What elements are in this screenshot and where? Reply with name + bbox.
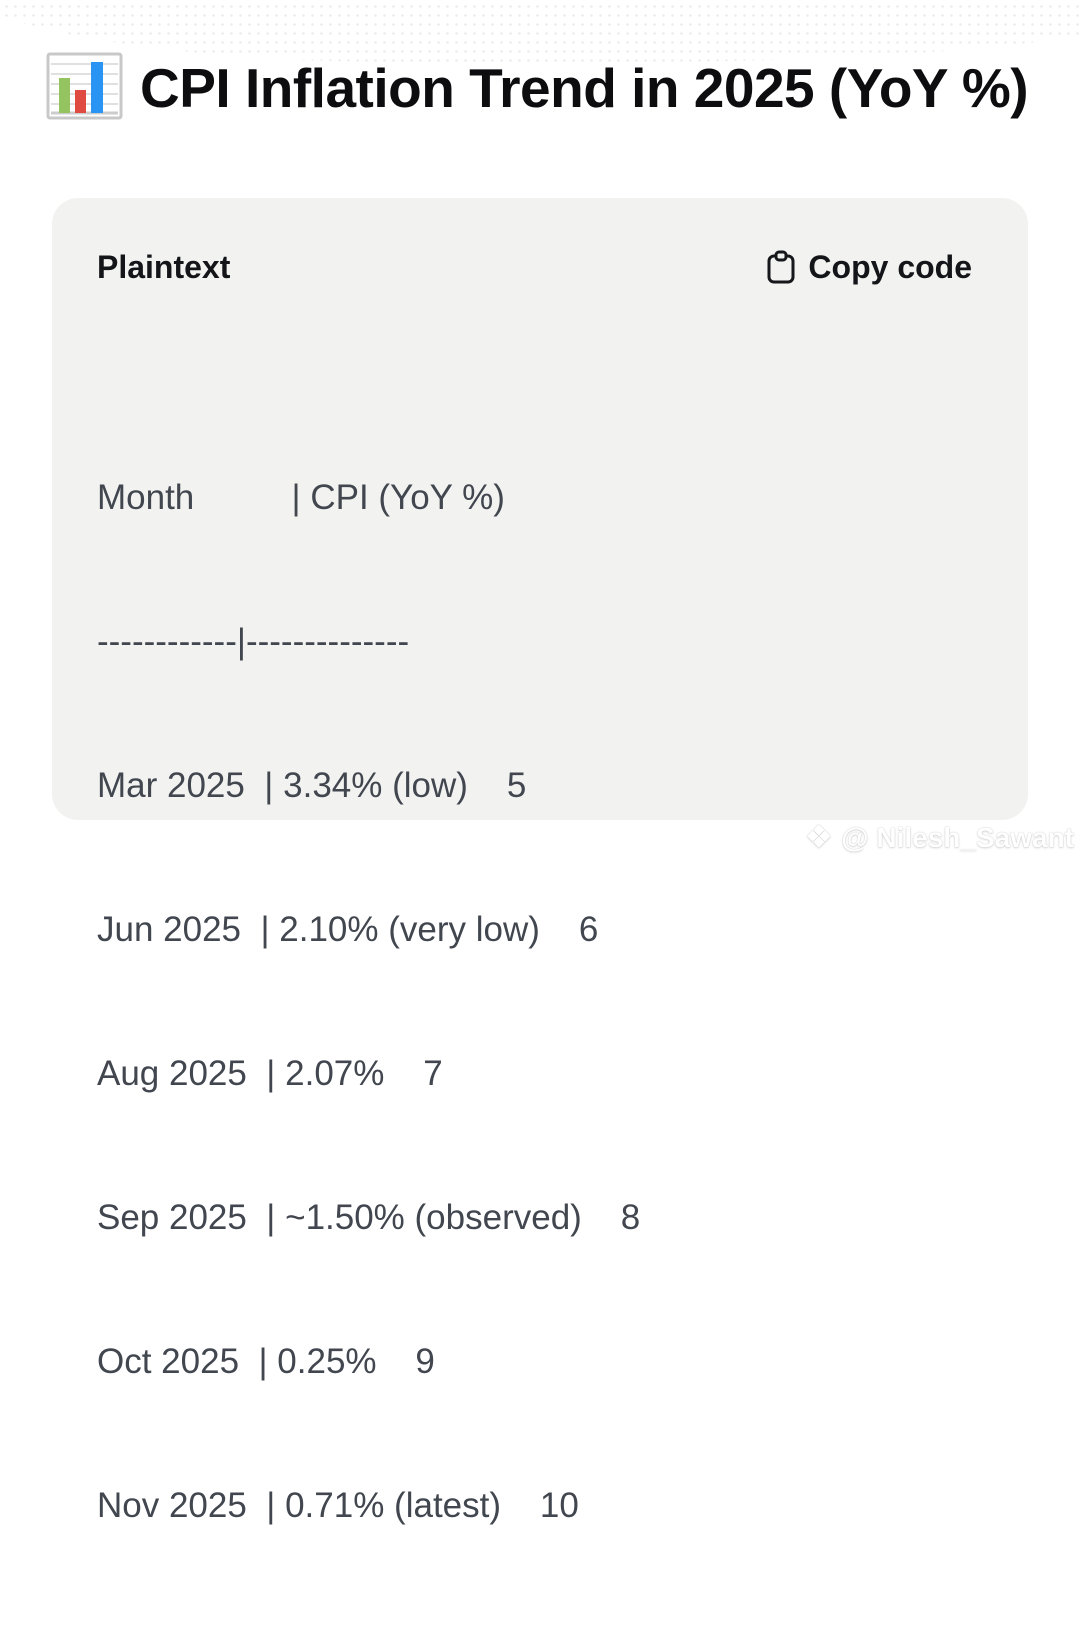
watermark-text: @ Nilesh_Sawant: [841, 822, 1074, 853]
copy-code-button[interactable]: Copy code: [764, 248, 972, 286]
clipboard-icon: [764, 248, 798, 286]
code-line-row: Sep 2025 | ~1.50% (observed) 8: [97, 1198, 641, 1237]
watermark: ❖ @ Nilesh_Sawant: [805, 822, 1074, 854]
code-line-row: Jun 2025 | 2.10% (very low) 6: [97, 910, 599, 949]
code-line-header: Month | CPI (YoY %): [97, 478, 505, 517]
title-row: CPI Inflation Trend in 2025 (YoY %): [46, 52, 1029, 124]
code-block: Month | CPI (YoY %) ------------|-------…: [97, 378, 972, 1626]
diamond-logo-icon: ❖: [805, 821, 833, 854]
language-label: Plaintext: [97, 248, 231, 285]
copy-code-label: Copy code: [808, 248, 972, 285]
code-line-row: Aug 2025 | 2.07% 7: [97, 1054, 443, 1093]
code-line-row: Nov 2025 | 0.71% (latest) 10: [97, 1486, 579, 1525]
code-line-separator: ------------|--------------: [97, 622, 410, 661]
code-card: Plaintext Copy code Month | CPI (YoY %) …: [52, 198, 1028, 1525]
code-card-header: Plaintext Copy code: [97, 248, 972, 286]
bar-chart-icon: [46, 52, 124, 124]
code-line-row: Mar 2025 | 3.34% (low) 5: [97, 766, 527, 805]
page-title: CPI Inflation Trend in 2025 (YoY %): [140, 57, 1029, 119]
code-line-row: Oct 2025 | 0.25% 9: [97, 1342, 435, 1381]
